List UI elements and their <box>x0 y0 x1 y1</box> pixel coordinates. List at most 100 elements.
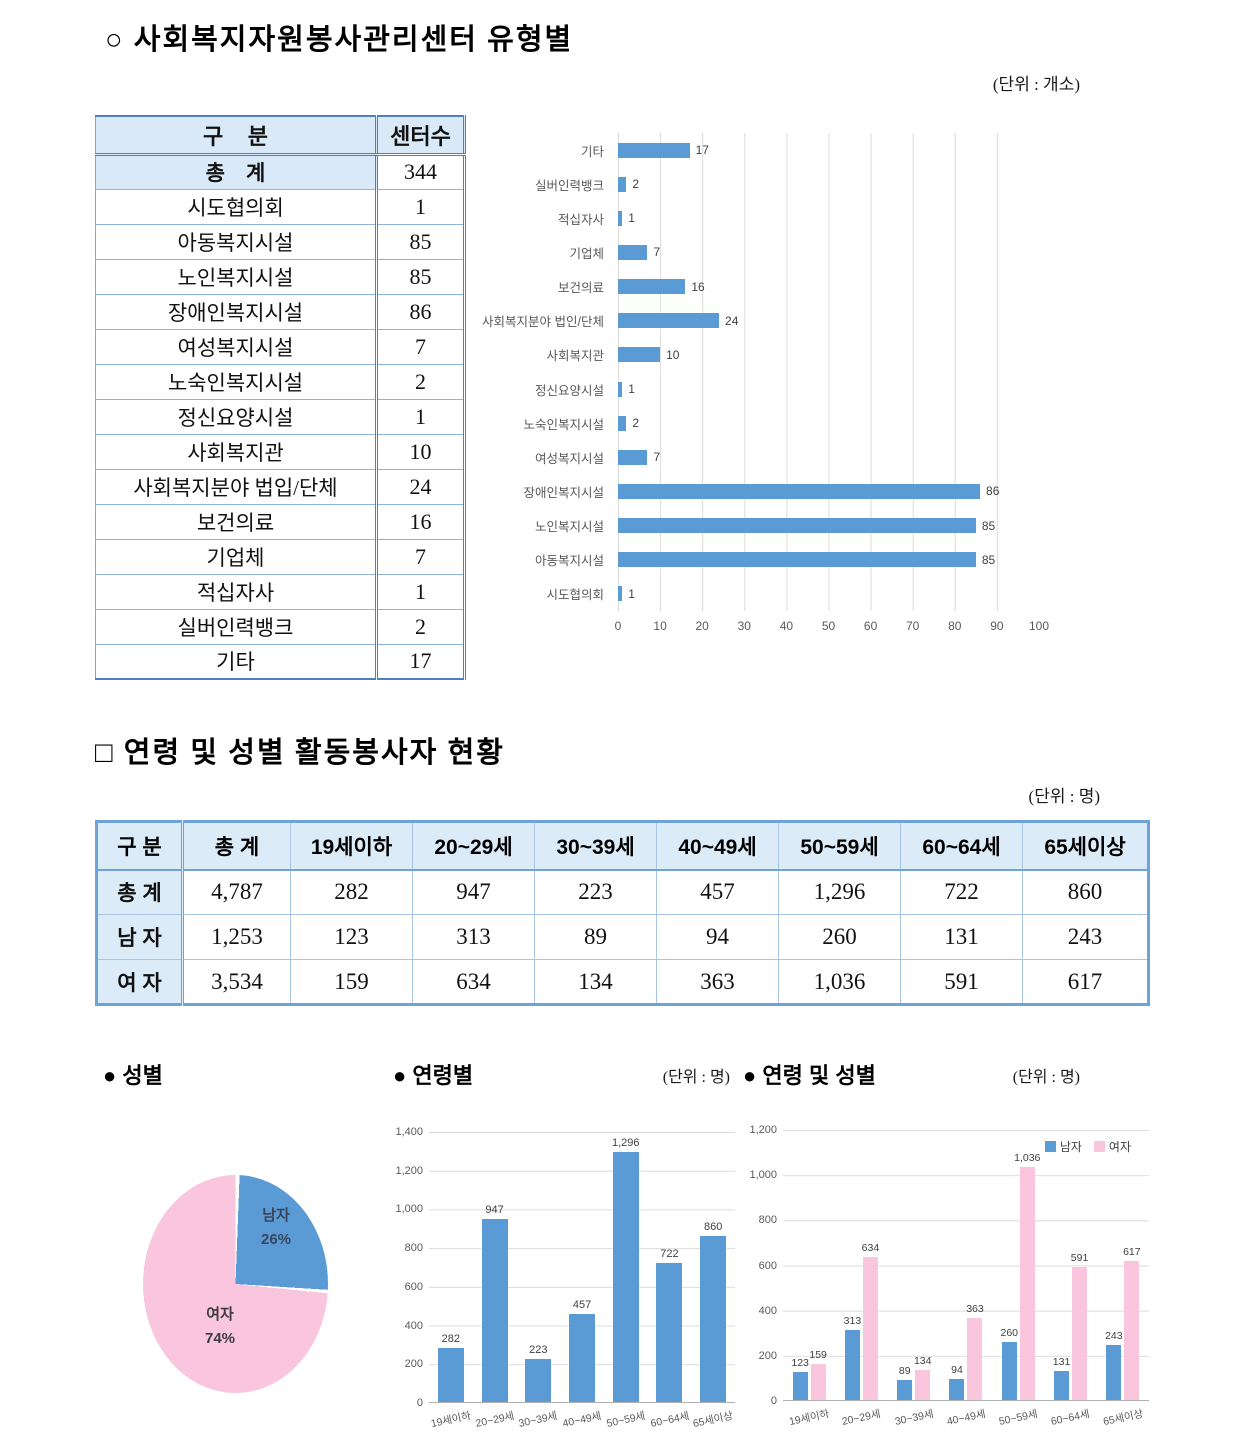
vbar-column: 282 <box>429 1132 473 1402</box>
hbar-axis-tick: 100 <box>1028 619 1050 633</box>
vbar-bar <box>525 1359 552 1402</box>
table1-row: 노인복지시설 85 <box>95 258 465 294</box>
center-count-table: 구 분 센터수 총 계 344 시도협의회 1 아동복지시설 85 노인복지시설 85 장애인복지시… <box>95 115 466 680</box>
table2-col-header: 20~29세 <box>412 821 535 871</box>
hbar-bar <box>618 313 720 329</box>
section2-title: □ 연령 및 성별 활동봉사자 현황 <box>95 737 505 769</box>
grouped-category-label: 20~29세 <box>841 1408 882 1428</box>
center-type-bar-chart: 기타 실버인력뱅크 적십자사 기업체 보건의료 사회복지분야 법인/단체 사회복지관 정신요양… <box>482 133 1092 645</box>
vbar-y-tick: 1,400 <box>395 1126 423 1138</box>
hbar-value-label: 7 <box>653 245 661 260</box>
grouped-bar-group: 131 591 <box>1044 1130 1096 1400</box>
table1-row-label: 아동복지시설 <box>95 223 377 259</box>
age-gender-chart-title: ● 연령 및 성별 <box>743 1063 876 1088</box>
table1-col-header: 구 분 <box>95 115 377 156</box>
grouped-value-label: 260 <box>1000 1326 1019 1339</box>
hbar-axis-tick: 90 <box>990 619 1004 633</box>
grouped-bar-wrap: 94 <box>949 1130 965 1400</box>
grouped-plot-area: 123 159 313 634 89 134 94 363 260 1,036 131 591 243 6… <box>783 1130 1149 1401</box>
grouped-bar <box>967 1318 983 1400</box>
pie-graphic <box>143 1175 328 1393</box>
hbar-category-label: 사회복지관 <box>546 349 604 364</box>
table1-row: 아동복지시설 85 <box>95 223 465 259</box>
table1-row: 기업체 7 <box>95 538 465 574</box>
hbar-axis-tick: 0 <box>614 619 622 633</box>
vbar-y-tick: 800 <box>404 1242 423 1255</box>
table2-row: 남 자 1,253 123 313 89 94 260 131 243 <box>96 914 1149 960</box>
hbar-value-label: 10 <box>666 347 680 362</box>
table2-cell: 722 <box>900 869 1023 915</box>
hbar-axis-tick: 10 <box>653 619 667 633</box>
table1-row-value: 85 <box>375 258 465 294</box>
vbar-column: 860 <box>691 1132 735 1402</box>
table2-col-header: 50~59세 <box>778 821 901 871</box>
grouped-bar-group: 123 159 <box>783 1130 835 1400</box>
grouped-category-label: 40~49세 <box>945 1408 987 1428</box>
table2-cell: 260 <box>778 914 901 960</box>
vbar-column: 947 <box>473 1132 517 1402</box>
table2-col-header: 60~64세 <box>900 821 1023 871</box>
hbar-bar-row: 1 <box>618 372 1039 406</box>
grouped-value-label: 1,036 <box>1014 1151 1041 1164</box>
grouped-y-tick: 0 <box>770 1395 777 1407</box>
table2-cell: 313 <box>412 914 535 960</box>
hbar-value-label: 2 <box>632 416 640 431</box>
table1-row-value: 1 <box>375 398 465 434</box>
grouped-category-label: 65세이상 <box>1101 1407 1145 1429</box>
hbar-value-label: 16 <box>691 279 705 294</box>
vbar-y-tick: 400 <box>404 1319 423 1332</box>
pie-slice-percent: 26% <box>260 1231 292 1248</box>
grouped-bar <box>844 1329 860 1400</box>
table1-col-header: 센터수 <box>375 115 465 156</box>
grouped-bar-wrap: 159 <box>809 1130 827 1400</box>
vbar-y-tick: 1,200 <box>395 1164 423 1177</box>
age-bar-chart: 1,400 1,200 1,000 800 600 400 200 0 282 947 223 45… <box>395 1122 740 1443</box>
table1-row-label: 여성복지시설 <box>95 328 377 364</box>
hbar-bar-row: 16 <box>618 270 1039 304</box>
vbar-y-axis: 1,400 1,200 1,000 800 600 400 200 0 <box>395 1126 425 1409</box>
grouped-value-label: 591 <box>1070 1252 1089 1265</box>
hbar-category-label: 정신요양시설 <box>534 383 604 398</box>
hbar-bar-row: 85 <box>618 509 1039 543</box>
legend-swatch-female <box>1093 1141 1105 1152</box>
table1-row-value: 2 <box>375 363 465 399</box>
grouped-y-tick: 1,200 <box>749 1124 777 1136</box>
vbar-value-label: 947 <box>485 1204 504 1217</box>
grouped-y-tick: 800 <box>758 1214 777 1227</box>
hbar-category-label: 기타 <box>580 144 604 159</box>
table2-cell: 134 <box>534 959 657 1005</box>
center-count-table-body: 구 분 센터수 총 계 344 시도협의회 1 아동복지시설 85 노인복지시설 85 장애인복지시… <box>95 115 465 679</box>
grouped-category-label: 60~64세 <box>1050 1408 1092 1428</box>
grouped-bar-group: 243 617 <box>1097 1130 1149 1400</box>
hbar-bar <box>618 483 981 499</box>
grouped-bar-wrap: 134 <box>913 1130 932 1400</box>
grouped-y-tick: 1,000 <box>749 1169 777 1182</box>
table2-cell: 591 <box>900 959 1023 1005</box>
hbar-bar <box>618 518 976 534</box>
hbar-axis-tick: 30 <box>737 619 751 633</box>
grouped-bar <box>949 1378 965 1400</box>
hbar-bar-row: 24 <box>618 304 1039 338</box>
grouped-bar-wrap: 89 <box>897 1130 913 1400</box>
vbar-value-label: 722 <box>660 1247 679 1260</box>
hbar-value-label: 7 <box>653 450 661 465</box>
vbar-bar <box>569 1313 596 1402</box>
grouped-bar <box>1001 1341 1017 1400</box>
table2-cell: 89 <box>534 914 657 960</box>
pie-slice-name: 여자 <box>206 1306 234 1323</box>
table1-row: 정신요양시설 1 <box>95 398 465 434</box>
grouped-category-label: 50~59세 <box>997 1408 1039 1428</box>
table1-row-value: 1 <box>375 188 465 224</box>
table2-row-label: 남 자 <box>96 914 184 960</box>
grouped-y-axis: 1,200 1,000 800 600 400 200 0 <box>747 1124 779 1407</box>
table1-row: 여성복지시설 7 <box>95 328 465 364</box>
vbar-y-tick: 600 <box>404 1280 423 1293</box>
grouped-value-label: 134 <box>913 1354 932 1367</box>
hbar-axis-tick: 50 <box>821 619 836 633</box>
grouped-legend: 남자 여자 <box>1044 1138 1131 1155</box>
vbar-column: 223 <box>516 1132 560 1402</box>
table2-col-header: 65세이상 <box>1022 821 1149 871</box>
